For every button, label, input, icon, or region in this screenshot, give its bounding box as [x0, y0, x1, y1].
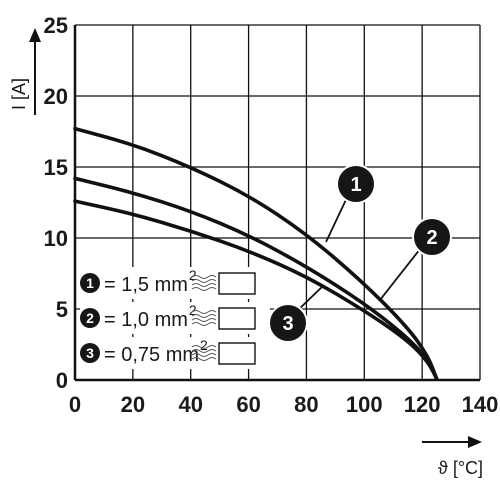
- x-tick-label: 20: [121, 392, 145, 417]
- legend-marker-1: [80, 273, 100, 293]
- y-tick-label: 15: [44, 155, 68, 180]
- wire-insulation-icon: [218, 342, 256, 365]
- wire-strand-icon: [191, 275, 217, 279]
- legend: 1 = 1,5 mm 22 = 1,0 mm 23 = 0,75 mm 2: [80, 267, 270, 369]
- grid: [74, 24, 481, 381]
- x-tick-label: 80: [294, 392, 318, 417]
- legend-marker-2: [80, 308, 100, 328]
- wire-strand-icon: [191, 345, 217, 349]
- y-tick-label: 0: [56, 368, 68, 393]
- x-tick-label: 0: [69, 392, 81, 417]
- series-line-2: [73, 176, 439, 381]
- x-tick-label: 120: [404, 392, 441, 417]
- wire-strand-icon: [191, 318, 217, 322]
- wire-strand-icon: [191, 357, 217, 361]
- series-line-1: [73, 126, 439, 381]
- tick-labels: 0 20 40 60 80 100 120 140 0 5 10 15 20 25: [44, 13, 499, 417]
- series-marker-label: 1: [350, 174, 361, 196]
- wire-strand-icon: [191, 279, 217, 283]
- y-axis-label: I [A]: [9, 78, 29, 110]
- wire-strand-icon: [191, 349, 217, 353]
- legend-entry-text: = 1,0 mm: [104, 309, 188, 331]
- x-tick-label: 60: [236, 392, 260, 417]
- legend-marker-label: 1: [86, 275, 94, 291]
- y-tick-label: 20: [44, 84, 68, 109]
- series-markers: 1 2 3: [268, 164, 452, 343]
- wire-strand-icon: [191, 283, 217, 287]
- x-tick-label: 40: [178, 392, 202, 417]
- wire-strand-icon: [191, 310, 217, 314]
- legend-marker-label: 3: [86, 345, 94, 361]
- series-marker-label: 2: [426, 227, 437, 249]
- y-tick-label: 5: [56, 297, 68, 322]
- legend-marker-3: [80, 343, 100, 363]
- legend-entry-sup: 2: [200, 337, 208, 353]
- wire-insulation-icon: [218, 272, 256, 295]
- x-tick-label: 140: [462, 392, 499, 417]
- legend-marker-label: 2: [86, 310, 94, 326]
- wire-strand-icon: [191, 287, 217, 291]
- callout-leader-3: [295, 284, 325, 313]
- x-axis-label: ϑ [°C]: [438, 458, 483, 478]
- wire-insulation-icon: [218, 307, 256, 330]
- series-line-3: [73, 199, 439, 381]
- y-tick-label: 25: [44, 13, 68, 38]
- legend-entry-text: = 0,75 mm: [104, 344, 199, 366]
- series-marker-1: [336, 164, 376, 204]
- series-marker-label: 3: [282, 313, 293, 335]
- legend-entry-sup: 2: [189, 302, 197, 318]
- series-marker-2: [412, 217, 452, 257]
- callout-leader-2: [379, 243, 425, 301]
- series-lines: [73, 126, 439, 381]
- x-tick-label: 100: [346, 392, 383, 417]
- y-axis-arrow-icon: [29, 28, 41, 42]
- legend-entry-sup: 2: [189, 267, 197, 283]
- wire-strand-icon: [191, 314, 217, 318]
- x-axis-arrow-icon: [468, 436, 482, 448]
- wire-strand-icon: [191, 353, 217, 357]
- legend-entry-text: = 1,5 mm: [104, 274, 188, 296]
- y-tick-label: 10: [44, 226, 68, 251]
- wire-strand-icon: [191, 322, 217, 326]
